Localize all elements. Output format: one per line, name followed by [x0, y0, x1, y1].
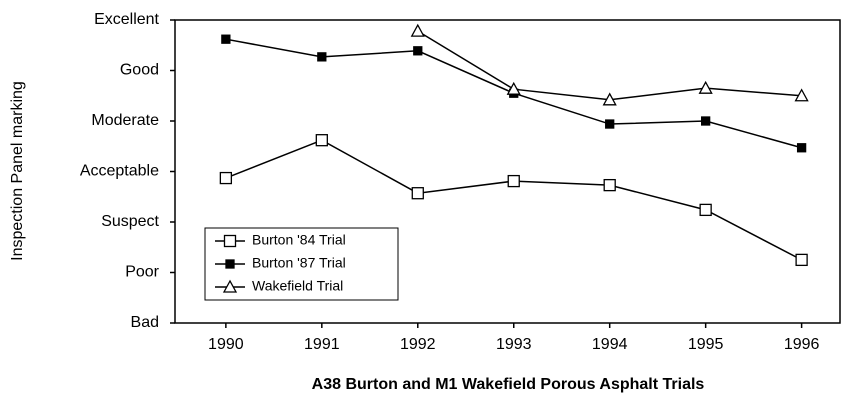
marker — [602, 92, 617, 106]
marker — [701, 116, 711, 126]
marker — [603, 178, 616, 192]
marker — [698, 80, 713, 94]
marker — [506, 81, 521, 95]
legend-label: Burton '84 Trial — [252, 232, 346, 248]
y-tick-label: Bad — [131, 314, 159, 331]
legend-marker — [223, 234, 237, 248]
marker — [699, 203, 712, 217]
y-axis-label: Inspection Panel marking — [9, 81, 26, 261]
marker — [507, 174, 520, 188]
x-tick-label: 1990 — [208, 336, 244, 353]
y-tick-label: Good — [120, 62, 159, 79]
legend-marker — [222, 279, 238, 293]
marker — [605, 119, 615, 129]
marker — [796, 143, 807, 153]
x-tick-label: 1994 — [592, 336, 628, 353]
x-tick-label: 1995 — [688, 336, 724, 353]
x-tick-label: 1993 — [496, 336, 532, 353]
x-tick-label: 1996 — [784, 336, 820, 353]
x-tick-label: 1992 — [400, 336, 436, 353]
series-line — [417, 30, 802, 101]
y-tick-label: Acceptable — [80, 163, 159, 180]
marker — [317, 52, 327, 62]
legend-label: Wakefield Trial — [252, 278, 343, 294]
marker — [315, 134, 328, 147]
y-tick-label: Suspect — [101, 213, 159, 230]
marker — [413, 46, 423, 56]
legend-label: Burton '87 Trial — [252, 255, 346, 271]
legend-marker — [225, 259, 235, 269]
y-tick-label: Poor — [125, 264, 159, 281]
marker — [411, 187, 424, 200]
y-tick-label: Moderate — [91, 112, 159, 129]
marker — [221, 34, 231, 44]
marker — [219, 171, 233, 185]
marker — [410, 23, 425, 37]
x-tick-label: 1991 — [304, 336, 340, 353]
y-tick-label: Excellent — [94, 11, 159, 28]
chart-title: A38 Burton and M1 Wakefield Porous Aspha… — [312, 376, 705, 393]
marker — [794, 88, 809, 102]
marker — [795, 253, 808, 267]
